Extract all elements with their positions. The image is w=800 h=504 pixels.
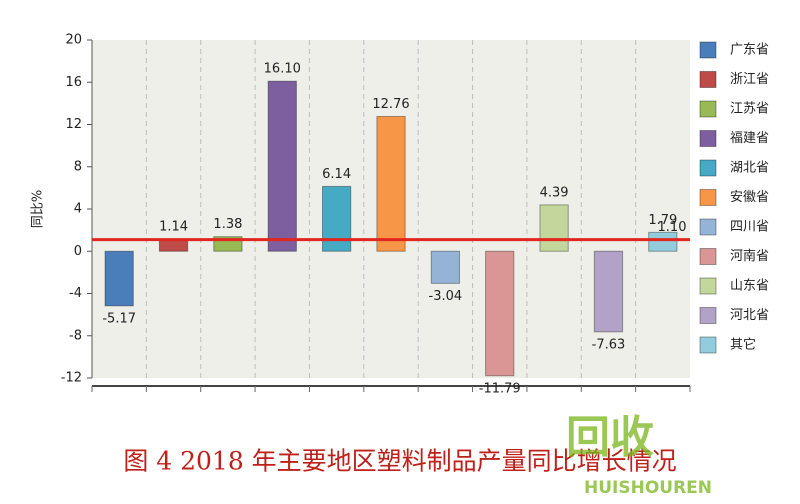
y-axis-label: 同比% bbox=[31, 190, 46, 228]
bar bbox=[267, 80, 297, 252]
legend-swatch bbox=[699, 159, 717, 177]
y-tick-label: 20 bbox=[65, 33, 82, 48]
bar bbox=[104, 250, 134, 307]
legend-label: 广东省 bbox=[730, 43, 769, 58]
bar bbox=[430, 250, 460, 284]
y-tick-label: -12 bbox=[61, 371, 82, 386]
legend-swatch bbox=[699, 100, 717, 118]
bar bbox=[593, 250, 624, 333]
legend-swatch bbox=[699, 71, 717, 88]
y-tick-label: 0 bbox=[74, 244, 82, 259]
legend-swatch bbox=[699, 307, 717, 324]
value-label: -7.63 bbox=[592, 337, 626, 352]
legend-swatch bbox=[699, 248, 717, 265]
y-tick-label: -8 bbox=[69, 328, 82, 343]
legend-label: 安徽省 bbox=[730, 190, 769, 205]
legend-swatch bbox=[699, 277, 717, 295]
value-label: -5.17 bbox=[102, 311, 136, 326]
bar bbox=[485, 250, 515, 377]
legend-label: 河北省 bbox=[730, 308, 769, 323]
legend-label: 江苏省 bbox=[730, 101, 769, 117]
value-label: 1.14 bbox=[159, 220, 188, 235]
value-label: 12.76 bbox=[372, 97, 409, 112]
legend-swatch bbox=[699, 336, 717, 354]
value-label: -3.04 bbox=[429, 289, 463, 304]
legend-swatch bbox=[699, 41, 717, 59]
y-tick-label: 4 bbox=[74, 202, 82, 217]
value-label: -11.79 bbox=[479, 381, 521, 396]
y-tick-label: 8 bbox=[74, 159, 82, 174]
watermark-text: HUISHOUREN bbox=[584, 478, 712, 498]
bar bbox=[376, 115, 406, 252]
watermark: 回收 HUISHOUREN bbox=[566, 412, 712, 498]
value-label: 16.10 bbox=[264, 62, 301, 77]
bar bbox=[322, 185, 352, 252]
legend-label: 四川省 bbox=[730, 220, 769, 235]
reference-line-label: 1.10 bbox=[658, 220, 687, 235]
value-label: 4.39 bbox=[540, 185, 569, 200]
legend-label: 山东省 bbox=[730, 279, 769, 294]
legend-label: 福建省 bbox=[730, 131, 769, 146]
legend-swatch bbox=[699, 130, 717, 147]
legend-label: 湖北省 bbox=[730, 161, 769, 176]
legend-label: 浙江省 bbox=[730, 72, 769, 87]
legend-swatch bbox=[699, 189, 717, 206]
watermark-text: 回收 bbox=[566, 412, 654, 463]
bar bbox=[648, 231, 678, 252]
value-label: 1.38 bbox=[213, 217, 242, 232]
value-label: 1.79 bbox=[648, 213, 677, 228]
caption: 图 4 2018 年主要地区塑料制品产量同比增长情况 bbox=[123, 447, 676, 476]
legend-label: 河南省 bbox=[730, 248, 769, 264]
y-tick-label: 16 bbox=[65, 75, 82, 90]
bar bbox=[539, 204, 569, 252]
value-label: 6.14 bbox=[322, 167, 351, 182]
y-tick-label: -4 bbox=[69, 286, 82, 301]
legend-label: 其它 bbox=[730, 337, 756, 353]
legend-swatch bbox=[699, 218, 717, 236]
y-tick-label: 12 bbox=[65, 117, 82, 132]
